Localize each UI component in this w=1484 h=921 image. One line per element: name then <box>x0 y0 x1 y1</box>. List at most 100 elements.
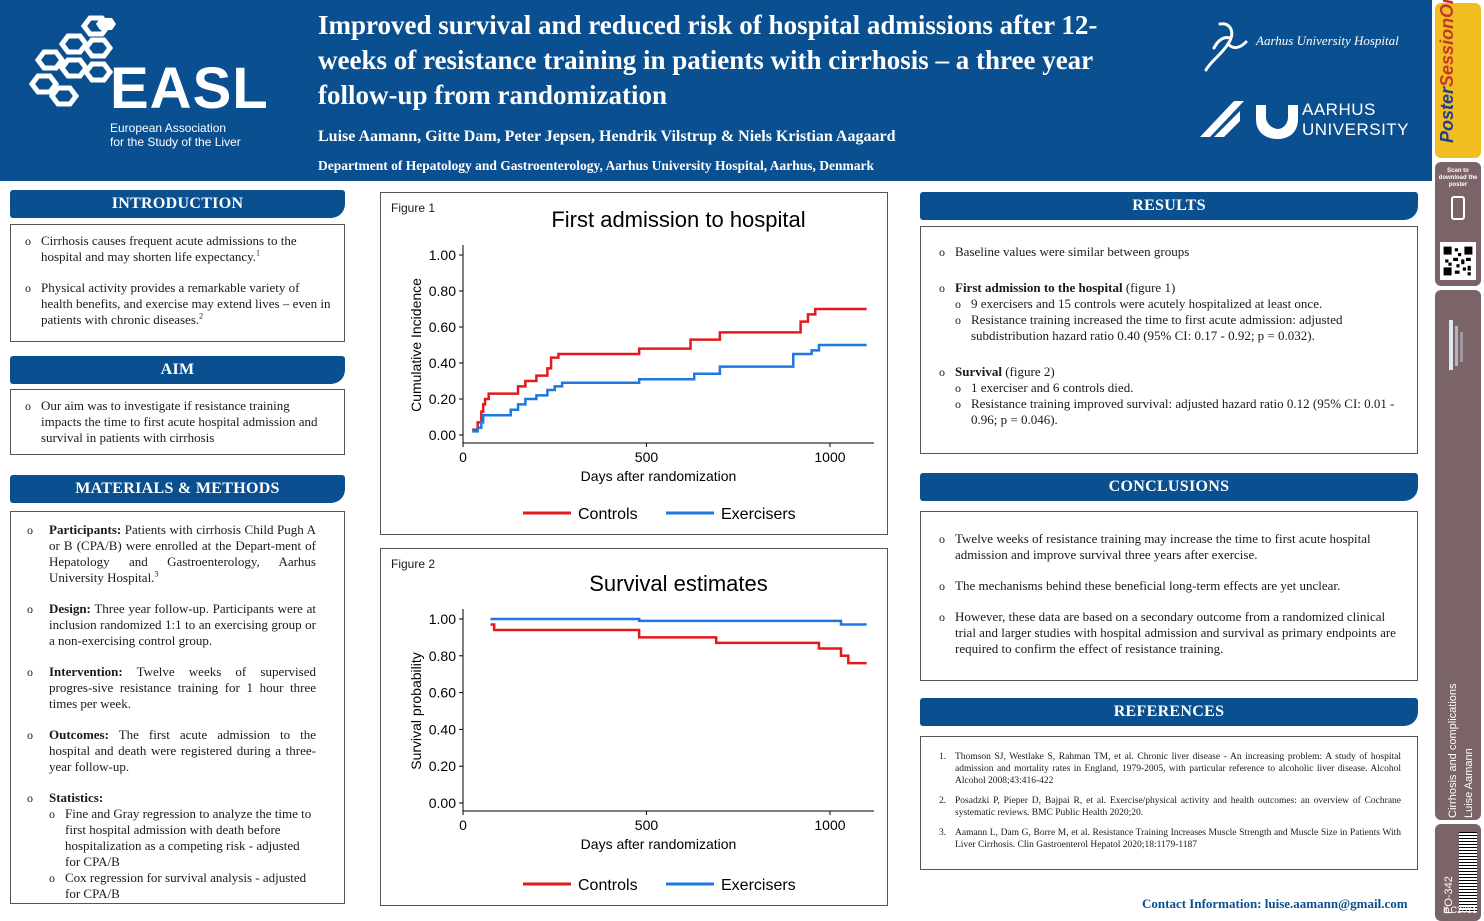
y-tick-label: 0.60 <box>429 685 456 701</box>
poster-session-online-badge[interactable]: PosterSessionOnline <box>1435 0 1481 158</box>
reference-item: 3. Aamann L, Dam G, Borre M, et al. Resis… <box>939 828 1401 850</box>
series-line-exercisers <box>490 617 867 626</box>
figure-1-chart: First admission to hospital 0.00 0.20 0.40 0… <box>408 207 874 523</box>
y-tick-label: 0.20 <box>429 758 456 774</box>
easl-subtitle: European Association for the Study of th… <box>110 121 241 149</box>
methods-box: Participants: Patients with cirrhosis Ch… <box>10 511 345 904</box>
first-admission-sublist: 9 exercisers and 15 controls were acutel… <box>955 296 1399 344</box>
reference-item: 2. Posadzki P, Pieper D, Bajpai R, et al.… <box>939 796 1401 818</box>
list-item: The mechanisms behind these beneficial l… <box>939 578 1399 594</box>
aarhus-hospital-name: Aarhus University Hospital <box>1256 33 1399 48</box>
conclusions-box: Twelve weeks of resistance training may … <box>920 511 1418 681</box>
y-axis-label: Survival probability <box>408 652 424 770</box>
series-line-controls <box>472 307 867 431</box>
poster-header: EASL European Association for the Study … <box>0 0 1432 181</box>
poster-info-strip: Cirrhosis and complications Luise Aamann <box>1435 290 1481 820</box>
figure-1-label: Figure 1 <box>391 201 436 215</box>
chart-title: First admission to hospital <box>551 207 805 232</box>
x-tick-label: 500 <box>635 817 659 833</box>
references-list: 1. Thomson SJ, Westlake S, Rahman TM, et … <box>939 751 1401 851</box>
methods-heading: MATERIALS & METHODS <box>10 475 345 503</box>
aarhus-university-logo-icon <box>1200 101 1298 139</box>
x-tick-label: 0 <box>459 817 467 833</box>
sub-item: Fine and Gray regression to analyze the … <box>49 806 316 870</box>
list-item: Physical activity provides a remarkable … <box>25 280 332 328</box>
introduction-list: Cirrhosis causes frequent acute admissio… <box>25 233 332 328</box>
au-line-1: AARHUS <box>1302 100 1376 119</box>
figure-2: Survival estimates 0.00 0.20 0.40 0.60 0.80 1.… <box>380 548 888 906</box>
sub-item: Cox regression for survival analysis - a… <box>49 870 316 902</box>
download-panel[interactable]: Scan to download the poster <box>1435 162 1481 286</box>
figure-2-label: Figure 2 <box>391 557 436 571</box>
easl-line-1: European Association <box>110 121 227 135</box>
results-heading: RESULTS <box>920 192 1418 220</box>
statistics-sublist: Fine and Gray regression to analyze the … <box>49 806 316 902</box>
sub-item: Resistance training improved survival: a… <box>955 396 1399 428</box>
results-box: Baseline values were similar between gro… <box>920 226 1418 454</box>
introduction-box: Cirrhosis causes frequent acute admissio… <box>10 224 345 342</box>
list-item: Outcomes: The first acute admission to t… <box>25 727 316 775</box>
list-item: Cirrhosis causes frequent acute admissio… <box>25 233 332 265</box>
qr-code-icon[interactable] <box>1440 242 1476 280</box>
references-box: 1. Thomson SJ, Westlake S, Rahman TM, et … <box>920 736 1418 870</box>
poster-author-tag: Luise Aamann <box>1463 748 1475 818</box>
x-axis-label: Days after randomization <box>581 468 737 484</box>
y-tick-label: 0.00 <box>429 795 456 811</box>
y-tick-label: 0.40 <box>429 721 456 737</box>
y-tick-label: 0.40 <box>429 355 456 371</box>
y-tick-label: 0.80 <box>429 648 456 664</box>
aarhus-hospital-logo-icon <box>1204 22 1248 72</box>
poster-id-strip: PO-342 <box>1435 824 1481 921</box>
barcode-icon <box>1459 832 1477 912</box>
figure-2-chart: Survival estimates 0.00 0.20 0.40 0.60 0.80 1.… <box>408 571 874 894</box>
au-line-2: UNIVERSITY <box>1302 120 1410 139</box>
x-axis-label: Days after randomization <box>581 836 737 852</box>
conclusions-heading: CONCLUSIONS <box>920 473 1418 501</box>
y-tick-label: 1.00 <box>429 611 456 627</box>
list-item: Twelve weeks of resistance training may … <box>939 531 1399 563</box>
aim-box: Our aim was to investigate if resistance… <box>10 389 345 455</box>
aarhus-university-name: AARHUS UNIVERSITY <box>1302 100 1409 140</box>
list-item: However, these data are based on a secon… <box>939 609 1399 657</box>
poster-authors: Luise Aamann, Gitte Dam, Peter Jepsen, H… <box>318 128 896 145</box>
introduction-heading: INTRODUCTION <box>10 190 345 218</box>
survival-sublist: 1 exerciser and 6 controls died. Resista… <box>955 380 1399 428</box>
y-axis-label: Cumulative Incidence <box>408 278 424 412</box>
y-tick-label: 0.00 <box>429 427 456 443</box>
series-line-exercisers <box>472 343 867 433</box>
poster-category: Cirrhosis and complications <box>1447 683 1459 819</box>
congress-tag: ILC2021 <box>1443 905 1478 915</box>
y-tick-label: 0.60 <box>429 319 456 335</box>
poster-session-online-label: PosterSessionOnline <box>1437 0 1457 143</box>
list-item: Intervention: Twelve weeks of supervised… <box>25 664 316 712</box>
figure-1: First admission to hospital 0.00 0.20 0.40 0… <box>380 192 888 535</box>
conclusions-list: Twelve weeks of resistance training may … <box>939 531 1399 657</box>
easl-logo-icon <box>28 15 116 107</box>
aim-list: Our aim was to investigate if resistance… <box>25 398 332 446</box>
x-tick-label: 1000 <box>814 449 845 465</box>
x-tick-label: 1000 <box>814 817 845 833</box>
list-item: Statistics: Fine and Gray regression to … <box>25 790 316 902</box>
sub-item: 9 exercisers and 15 controls were acutel… <box>955 296 1399 312</box>
sub-item: Resistance training increased the time t… <box>955 312 1399 344</box>
contact-information[interactable]: Contact Information: luise.aamann@gmail.… <box>1142 896 1408 911</box>
y-tick-label: 1.00 <box>429 247 456 263</box>
list-item: Our aim was to investigate if resistance… <box>25 398 332 446</box>
list-item: Survival (figure 2) 1 exerciser and 6 co… <box>939 364 1399 428</box>
series-line-controls <box>490 623 867 665</box>
legend-controls-label: Controls <box>578 506 638 523</box>
x-tick-label: 0 <box>459 449 467 465</box>
reference-item: 1. Thomson SJ, Westlake S, Rahman TM, et … <box>939 752 1401 786</box>
x-tick-label: 500 <box>635 449 659 465</box>
list-item: First admission to the hospital (figure … <box>939 280 1399 344</box>
sub-item: 1 exerciser and 6 controls died. <box>955 380 1399 396</box>
poster-title: Improved survival and reduced risk of ho… <box>318 10 1098 110</box>
legend-exercisers-label: Exercisers <box>721 506 796 523</box>
results-list: Baseline values were similar between gro… <box>939 244 1399 428</box>
list-item: Baseline values were similar between gro… <box>939 244 1399 260</box>
list-item: Participants: Patients with cirrhosis Ch… <box>25 522 316 586</box>
ilc-congress-logo-icon <box>1449 320 1463 370</box>
aim-heading: AIM <box>10 356 345 384</box>
chart-title: Survival estimates <box>589 571 768 596</box>
methods-list: Participants: Patients with cirrhosis Ch… <box>25 522 316 902</box>
